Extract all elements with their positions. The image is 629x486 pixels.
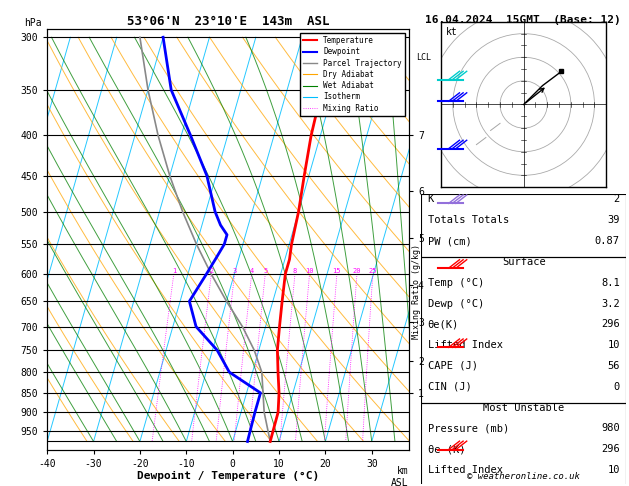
Legend: Temperature, Dewpoint, Parcel Trajectory, Dry Adiabat, Wet Adiabat, Isotherm, Mi: Temperature, Dewpoint, Parcel Trajectory… bbox=[301, 33, 405, 116]
Text: Lifted Index: Lifted Index bbox=[428, 340, 503, 350]
Text: 25: 25 bbox=[369, 268, 377, 274]
Text: 15: 15 bbox=[333, 268, 341, 274]
Text: 2: 2 bbox=[209, 268, 213, 274]
Text: Temp (°C): Temp (°C) bbox=[428, 278, 484, 288]
Text: 8: 8 bbox=[293, 268, 297, 274]
Text: 39: 39 bbox=[607, 215, 620, 225]
Text: Dewp (°C): Dewp (°C) bbox=[428, 298, 484, 309]
Text: Totals Totals: Totals Totals bbox=[428, 215, 509, 225]
Text: 0.87: 0.87 bbox=[595, 236, 620, 246]
Text: 0: 0 bbox=[613, 382, 620, 392]
Text: Most Unstable: Most Unstable bbox=[483, 402, 564, 413]
Bar bbox=[421, 402, 626, 486]
Text: θe(K): θe(K) bbox=[428, 319, 459, 330]
Text: km
ASL: km ASL bbox=[391, 467, 409, 486]
Text: 980: 980 bbox=[601, 423, 620, 434]
Text: 2: 2 bbox=[613, 194, 620, 205]
Text: 296: 296 bbox=[601, 444, 620, 454]
Text: θe (K): θe (K) bbox=[428, 444, 465, 454]
Text: 3: 3 bbox=[233, 268, 237, 274]
Text: 16.04.2024  15GMT  (Base: 12): 16.04.2024 15GMT (Base: 12) bbox=[425, 15, 620, 25]
Bar bbox=[421, 257, 626, 402]
Text: Lifted Index: Lifted Index bbox=[428, 465, 503, 475]
Text: LCL: LCL bbox=[416, 53, 431, 62]
Text: 5: 5 bbox=[263, 268, 267, 274]
Text: 3.2: 3.2 bbox=[601, 298, 620, 309]
Text: Surface: Surface bbox=[502, 257, 545, 267]
Title: 53°06'N  23°10'E  143m  ASL: 53°06'N 23°10'E 143m ASL bbox=[127, 15, 329, 28]
Text: 56: 56 bbox=[607, 361, 620, 371]
Text: 8.1: 8.1 bbox=[601, 278, 620, 288]
Text: Mixing Ratio (g/kg): Mixing Ratio (g/kg) bbox=[412, 244, 421, 339]
Text: CAPE (J): CAPE (J) bbox=[428, 361, 477, 371]
Text: CIN (J): CIN (J) bbox=[428, 382, 471, 392]
Text: 10: 10 bbox=[305, 268, 314, 274]
Text: 10: 10 bbox=[607, 340, 620, 350]
Text: 1: 1 bbox=[172, 268, 176, 274]
Text: kt: kt bbox=[446, 27, 458, 37]
Text: Pressure (mb): Pressure (mb) bbox=[428, 423, 509, 434]
Text: K: K bbox=[428, 194, 434, 205]
Text: © weatheronline.co.uk: © weatheronline.co.uk bbox=[467, 472, 580, 481]
Bar bbox=[421, 194, 626, 257]
Text: 296: 296 bbox=[601, 319, 620, 330]
Text: 10: 10 bbox=[607, 465, 620, 475]
X-axis label: Dewpoint / Temperature (°C): Dewpoint / Temperature (°C) bbox=[137, 471, 319, 482]
Text: 4: 4 bbox=[250, 268, 253, 274]
Text: hPa: hPa bbox=[24, 18, 42, 28]
Text: PW (cm): PW (cm) bbox=[428, 236, 471, 246]
Text: 20: 20 bbox=[353, 268, 361, 274]
